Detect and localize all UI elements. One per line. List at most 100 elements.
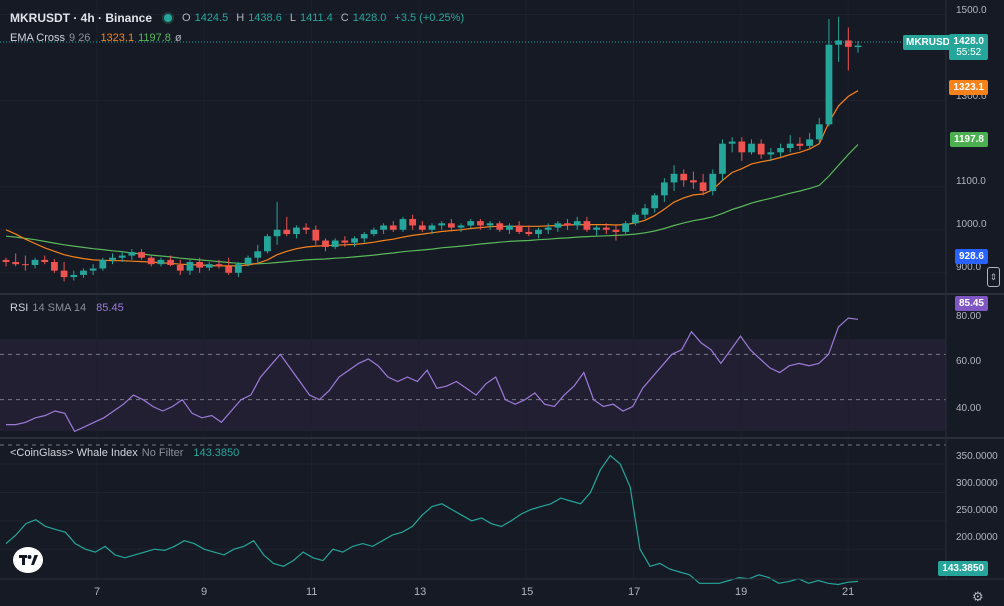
candle[interactable] (447, 219, 455, 230)
candle[interactable] (70, 270, 78, 281)
candle[interactable] (138, 249, 145, 260)
candle[interactable] (302, 223, 310, 235)
candle[interactable] (60, 262, 68, 282)
candle[interactable] (825, 18, 833, 127)
candle[interactable] (254, 244, 262, 265)
candle[interactable] (12, 253, 20, 267)
candle[interactable] (273, 201, 281, 245)
candle[interactable] (2, 257, 10, 267)
candle[interactable] (370, 227, 378, 237)
candle[interactable] (351, 236, 358, 247)
candle[interactable] (312, 225, 320, 245)
candle[interactable] (699, 173, 707, 196)
candle[interactable] (660, 178, 668, 202)
candle[interactable] (51, 259, 58, 273)
candle[interactable] (496, 221, 504, 232)
candle[interactable] (525, 225, 533, 237)
candle[interactable] (331, 238, 339, 250)
candle[interactable] (815, 117, 823, 144)
candle[interactable] (835, 16, 843, 62)
candle[interactable] (283, 216, 291, 237)
candle[interactable] (564, 219, 571, 230)
candle[interactable] (631, 212, 639, 226)
candle[interactable] (583, 216, 591, 232)
date-tick: 9 (201, 586, 208, 598)
candle[interactable] (486, 221, 494, 230)
candle[interactable] (767, 148, 775, 161)
candle[interactable] (719, 139, 726, 181)
candle[interactable] (409, 214, 417, 230)
candle[interactable] (380, 223, 387, 235)
candle[interactable] (418, 221, 426, 232)
settings-gear-icon[interactable]: ⚙ (972, 589, 984, 604)
candle[interactable] (205, 262, 213, 271)
candle[interactable] (176, 259, 184, 275)
candle[interactable] (128, 249, 136, 260)
candle[interactable] (360, 231, 368, 243)
candle[interactable] (777, 143, 784, 157)
candle[interactable] (806, 132, 813, 148)
candle[interactable] (147, 255, 155, 267)
candle[interactable] (80, 268, 87, 278)
candle[interactable] (728, 137, 736, 153)
candle[interactable] (641, 203, 649, 219)
candle[interactable] (506, 223, 513, 235)
candle[interactable] (457, 223, 465, 232)
candle[interactable] (389, 221, 397, 232)
rsi-value: 85.45 (96, 302, 124, 314)
candle[interactable] (690, 171, 697, 189)
candle[interactable] (854, 41, 862, 53)
candle[interactable] (544, 223, 552, 235)
candle[interactable] (757, 139, 765, 159)
candle[interactable] (31, 257, 39, 269)
candle[interactable] (428, 223, 436, 235)
candle[interactable] (99, 257, 107, 271)
candle[interactable] (573, 216, 581, 230)
candle[interactable] (225, 257, 233, 275)
candle[interactable] (399, 216, 407, 232)
candle[interactable] (438, 221, 446, 230)
candle[interactable] (796, 137, 804, 151)
candle[interactable] (680, 169, 688, 187)
rsi-legend[interactable]: RSI 14 SMA 14 85.45 (10, 302, 124, 314)
symbol-title[interactable]: MKRUSDT · 4h · Binance (10, 11, 153, 25)
candle[interactable] (341, 236, 349, 247)
candle[interactable] (118, 251, 126, 263)
candle[interactable] (612, 225, 620, 241)
candle[interactable] (167, 255, 174, 267)
hidden-eye-icon[interactable]: ø (174, 32, 182, 44)
candle[interactable] (670, 165, 678, 192)
candle[interactable] (467, 219, 475, 228)
candle[interactable] (21, 255, 29, 271)
candle[interactable] (41, 255, 49, 265)
tradingview-logo[interactable] (13, 547, 43, 573)
whale-legend[interactable]: <CoinGlass> Whale Index No Filter 143.38… (10, 447, 239, 459)
candle[interactable] (535, 227, 542, 239)
candle[interactable] (234, 262, 242, 278)
candle[interactable] (477, 219, 484, 230)
candle[interactable] (786, 135, 794, 153)
candle[interactable] (293, 225, 300, 239)
candle[interactable] (844, 27, 852, 71)
candle[interactable] (738, 137, 746, 161)
candle[interactable] (264, 234, 271, 254)
candle[interactable] (196, 257, 204, 273)
candle[interactable] (709, 169, 717, 196)
candle[interactable] (89, 264, 97, 275)
candle[interactable] (622, 221, 630, 235)
candle[interactable] (602, 223, 610, 235)
candle[interactable] (157, 257, 165, 267)
candle[interactable] (215, 259, 223, 269)
candle[interactable] (186, 259, 194, 275)
candle[interactable] (322, 238, 329, 252)
candle[interactable] (244, 255, 252, 267)
candle[interactable] (651, 193, 659, 213)
ema-legend[interactable]: EMA Cross 9 26 1323.1 1197.8 ø (10, 32, 182, 44)
candle[interactable] (554, 221, 562, 232)
pane-collapse-icon[interactable]: ⇕ (987, 267, 1000, 287)
candle[interactable] (593, 225, 600, 237)
candle[interactable] (515, 221, 523, 235)
candle[interactable] (109, 253, 116, 265)
candle[interactable] (748, 139, 755, 155)
